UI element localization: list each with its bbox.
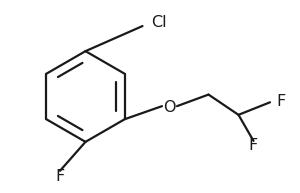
Text: O: O xyxy=(163,100,176,115)
Text: F: F xyxy=(56,169,64,184)
Text: F: F xyxy=(276,94,285,109)
Text: F: F xyxy=(249,138,258,153)
Text: Cl: Cl xyxy=(152,15,167,30)
